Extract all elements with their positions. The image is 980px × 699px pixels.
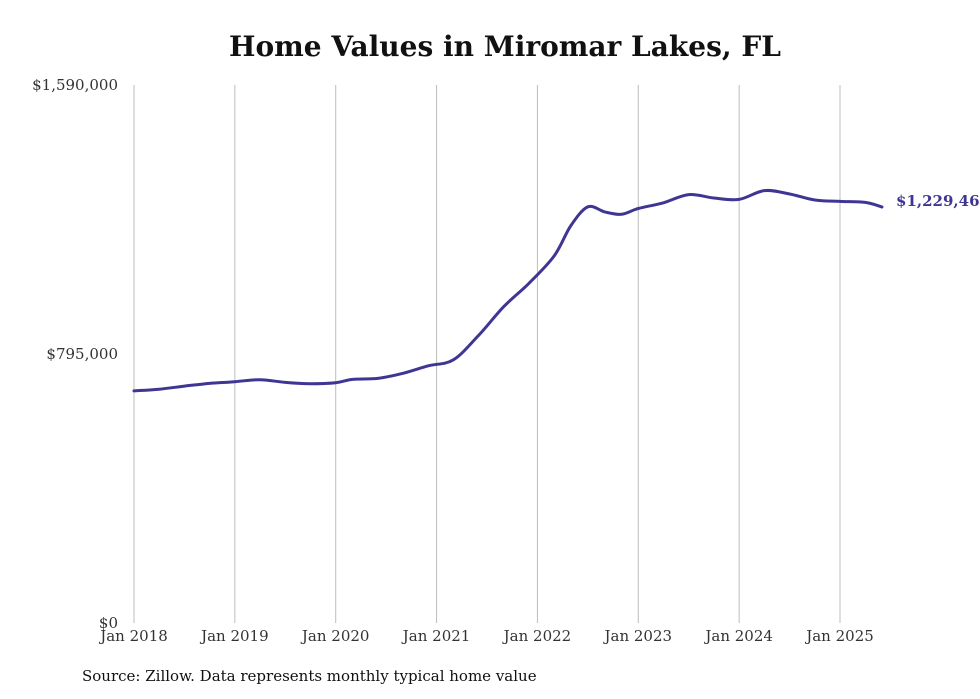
x-tick-label: Jan 2023 — [603, 627, 673, 645]
source-note: Source: Zillow. Data represents monthly … — [82, 667, 537, 685]
x-tick-label: Jan 2021 — [401, 627, 471, 645]
chart-title: Home Values in Miromar Lakes, FL — [229, 30, 781, 63]
x-tick-label: Jan 2019 — [199, 627, 269, 645]
y-tick-label: $0 — [99, 614, 118, 632]
end-value-label: $1,229,464 — [896, 192, 980, 210]
x-tick-label: Jan 2018 — [98, 627, 168, 645]
x-tick-label: Jan 2025 — [804, 627, 874, 645]
gridlines — [133, 85, 841, 623]
y-axis-ticks: $0 $795,000 $1,590,000 — [32, 76, 118, 632]
series-line — [132, 188, 884, 393]
y-tick-label: $1,590,000 — [32, 76, 118, 94]
series-group: $1,229,464 — [132, 188, 980, 393]
y-tick-label: $795,000 — [46, 345, 118, 363]
x-axis-ticks: Jan 2018 Jan 2019 Jan 2020 Jan 2021 Jan 2022… — [98, 627, 874, 645]
x-tick-label: Jan 2024 — [703, 627, 773, 645]
x-tick-label: Jan 2020 — [300, 627, 370, 645]
x-tick-label: Jan 2022 — [502, 627, 572, 645]
